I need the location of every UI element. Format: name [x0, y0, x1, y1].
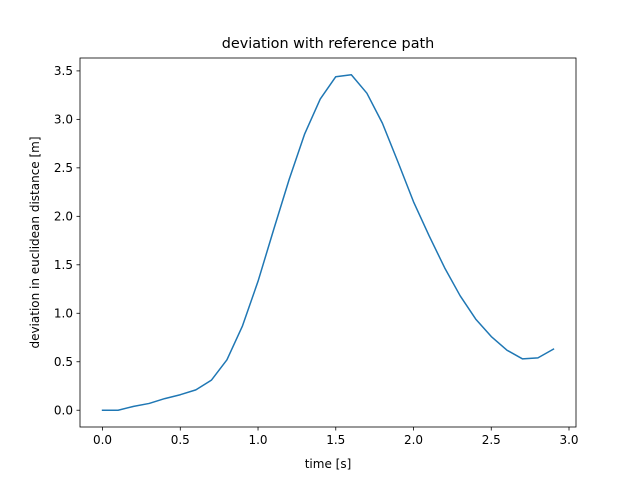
y-tick-label: 2.5 — [54, 161, 73, 175]
x-tick-label: 1.5 — [326, 433, 345, 447]
x-tick-label: 3.0 — [559, 433, 578, 447]
y-axis-label: deviation in euclidean distance [m] — [28, 136, 42, 348]
y-tick-label: 0.5 — [54, 355, 73, 369]
y-tick-label: 3.5 — [54, 64, 73, 78]
y-tick-label: 1.5 — [54, 258, 73, 272]
axes-frame — [79, 57, 577, 428]
x-tick-label: 0.5 — [171, 433, 190, 447]
x-tick-label: 2.5 — [482, 433, 501, 447]
y-tick-label: 3.0 — [54, 113, 73, 127]
y-tick-label: 2.0 — [54, 210, 73, 224]
x-tick-label: 0.0 — [93, 433, 112, 447]
x-tick-label: 1.0 — [248, 433, 267, 447]
chart-title: deviation with reference path — [222, 36, 435, 52]
y-tick-label: 0.0 — [54, 404, 73, 418]
y-tick-label: 1.0 — [54, 307, 73, 321]
plot-area: 0.0 0.5 1.0 1.5 2.0 2.5 3.0 0.0 0.5 1.0 1.5 2.0 2.5 3… — [54, 64, 579, 447]
x-tick-label: 2.0 — [404, 433, 423, 447]
x-axis-label: time [s] — [305, 457, 352, 471]
series-line — [101, 74, 555, 411]
